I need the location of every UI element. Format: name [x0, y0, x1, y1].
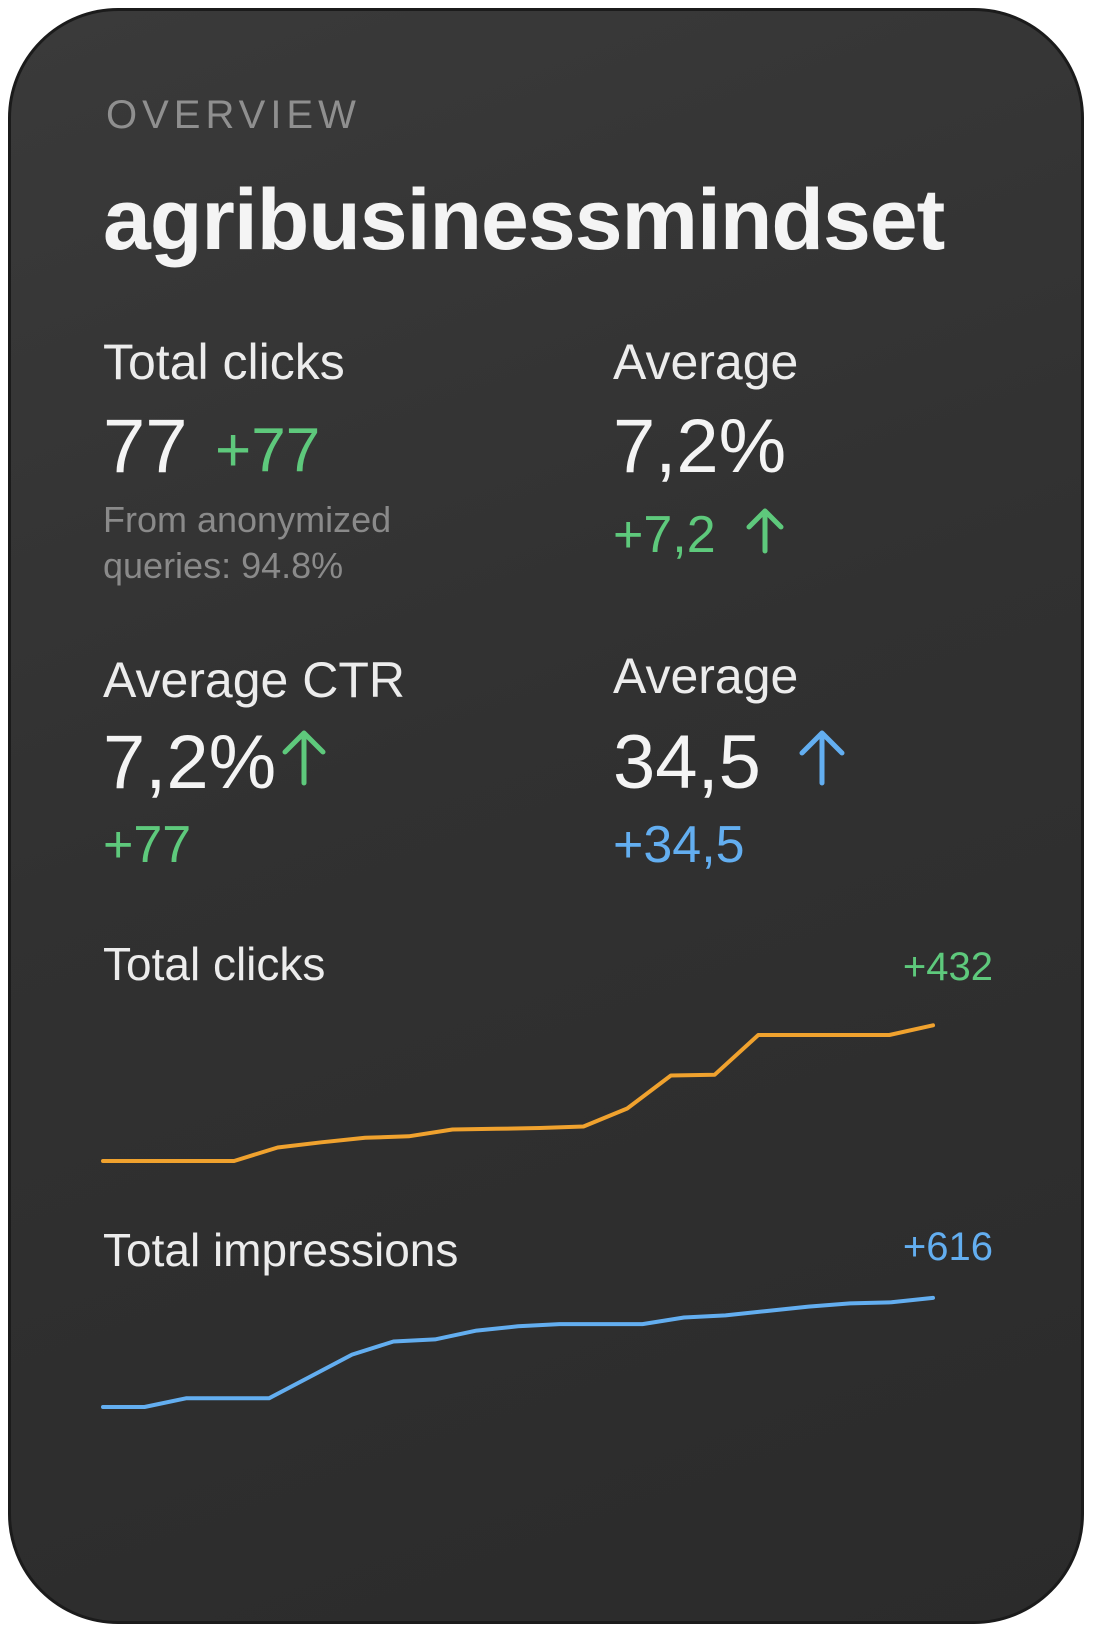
impressions-chart-title: Total impressions — [103, 1224, 459, 1276]
impressions-chart-annotation: +616 — [902, 1225, 993, 1269]
impressions-line-chart — [101, 1295, 935, 1409]
anonymized-note-line2: queries: 94.8% — [103, 545, 344, 586]
clicks-chart-annotation: +432 — [902, 945, 993, 989]
average-position-value: 34,5 — [613, 720, 761, 805]
arrow-up-icon — [795, 727, 849, 787]
average-position-label: Average — [613, 648, 799, 704]
impressions-series-line — [101, 1295, 935, 1409]
clicks-series-line — [101, 1023, 935, 1163]
average-top-delta: +7,2 — [613, 506, 716, 564]
average-position-delta: +34,5 — [613, 816, 745, 874]
average-ctr-delta: +77 — [103, 816, 192, 874]
anonymized-note-line1: From anonymized — [103, 499, 392, 540]
arrow-up-icon — [743, 505, 787, 555]
arrow-up-icon — [279, 727, 329, 787]
clicks-chart-title: Total clicks — [103, 938, 326, 990]
clicks-line-chart — [101, 1023, 935, 1163]
average-top-value: 7,2% — [613, 404, 787, 489]
site-name-title: agribusinessmindset — [103, 172, 945, 268]
average-ctr-label: Average CTR — [103, 652, 405, 708]
average-ctr-value: 7,2% — [103, 720, 277, 805]
overview-eyebrow: OVERVIEW — [106, 93, 361, 137]
average-top-label: Average — [613, 334, 799, 390]
overview-card: OVERVIEW agribusinessmindset Total click… — [8, 8, 1084, 1624]
total-clicks-value: 77 — [103, 404, 188, 489]
total-clicks-delta: +77 — [215, 416, 321, 485]
total-clicks-label: Total clicks — [103, 334, 345, 390]
